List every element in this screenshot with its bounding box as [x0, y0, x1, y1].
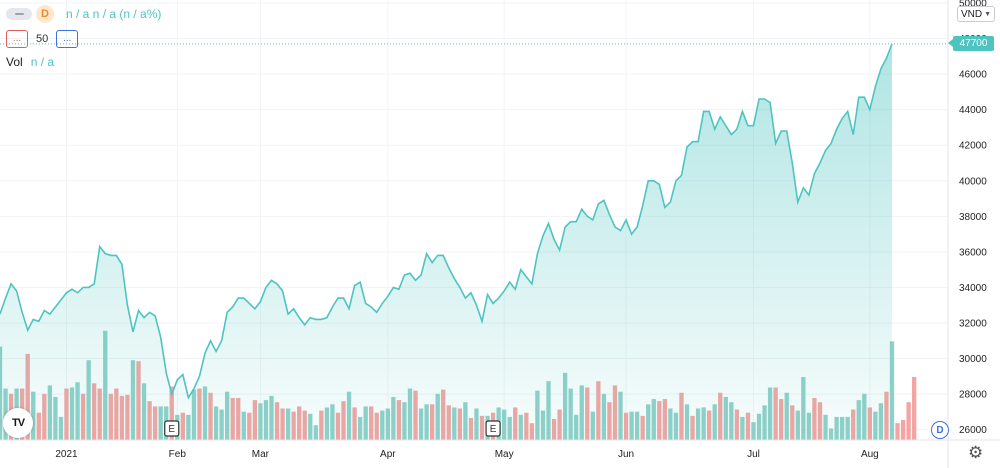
- x-tick-label: Apr: [380, 449, 396, 460]
- legend-symbol-row: D n / a n / a (n / a%): [6, 5, 161, 23]
- y-tick-label: 28000: [959, 390, 987, 401]
- time-scale[interactable]: 2021 Feb Mar Apr May Jun Jul Aug: [55, 449, 878, 460]
- volume-label: Vol: [6, 55, 23, 69]
- x-tick-label: Aug: [861, 449, 879, 460]
- legend-volume-row: Vol n / a: [6, 55, 54, 69]
- earnings-marker-label: E: [490, 424, 497, 435]
- volume-bar: [912, 377, 917, 440]
- x-tick-label: 2021: [55, 449, 78, 460]
- ohlc-values: n / a n / a (n / a%): [66, 7, 162, 21]
- legend-ma-row: ... 50 ...: [6, 30, 79, 48]
- y-tick-label: 44000: [959, 105, 987, 116]
- y-tick-label: 38000: [959, 212, 987, 223]
- y-tick-label: 34000: [959, 283, 987, 294]
- interval-badge[interactable]: D: [36, 5, 54, 23]
- volume-bar: [906, 402, 911, 440]
- x-tick-label: Jul: [747, 449, 760, 460]
- earnings-marker-label: E: [168, 424, 175, 435]
- y-tick-label: 36000: [959, 247, 987, 258]
- price-area: [0, 43, 892, 440]
- price-scale[interactable]: 26000 28000 30000 32000 34000 36000 38000 40000…: [959, 0, 987, 436]
- volume-bar: [900, 420, 906, 440]
- symbol-pill-icon[interactable]: [6, 8, 32, 20]
- earnings-marker-icon[interactable]: E: [485, 420, 501, 437]
- y-tick-label: 32000: [959, 319, 987, 330]
- ma2-settings-button[interactable]: ...: [56, 30, 79, 48]
- x-tick-label: Feb: [169, 449, 187, 460]
- currency-select[interactable]: VND ▼: [957, 6, 995, 22]
- x-tick-label: May: [495, 449, 514, 460]
- x-tick-label: Jun: [618, 449, 634, 460]
- volume-bar: [895, 423, 900, 440]
- last-price-badge: 47700: [948, 36, 994, 51]
- x-tick-label: Mar: [252, 449, 270, 460]
- y-tick-label: 40000: [959, 176, 987, 187]
- y-tick-label: 30000: [959, 354, 987, 365]
- y-tick-label: 26000: [959, 425, 987, 436]
- ma-settings-button[interactable]: ...: [6, 30, 28, 48]
- earnings-marker-icon[interactable]: E: [164, 420, 180, 437]
- currency-label: VND: [961, 8, 983, 20]
- dividend-marker-icon[interactable]: D: [931, 421, 949, 439]
- price-line: [0, 43, 893, 400]
- chevron-down-icon: ▼: [984, 10, 991, 18]
- volume-value: n / a: [30, 55, 55, 69]
- y-tick-label: 42000: [959, 141, 987, 152]
- y-tick-label: 46000: [959, 70, 987, 81]
- tradingview-logo[interactable]: TV: [3, 408, 33, 438]
- ma-period-value: 50: [36, 33, 49, 45]
- y-tick-label: 50000: [959, 0, 987, 10]
- gear-icon[interactable]: ⚙: [968, 443, 984, 462]
